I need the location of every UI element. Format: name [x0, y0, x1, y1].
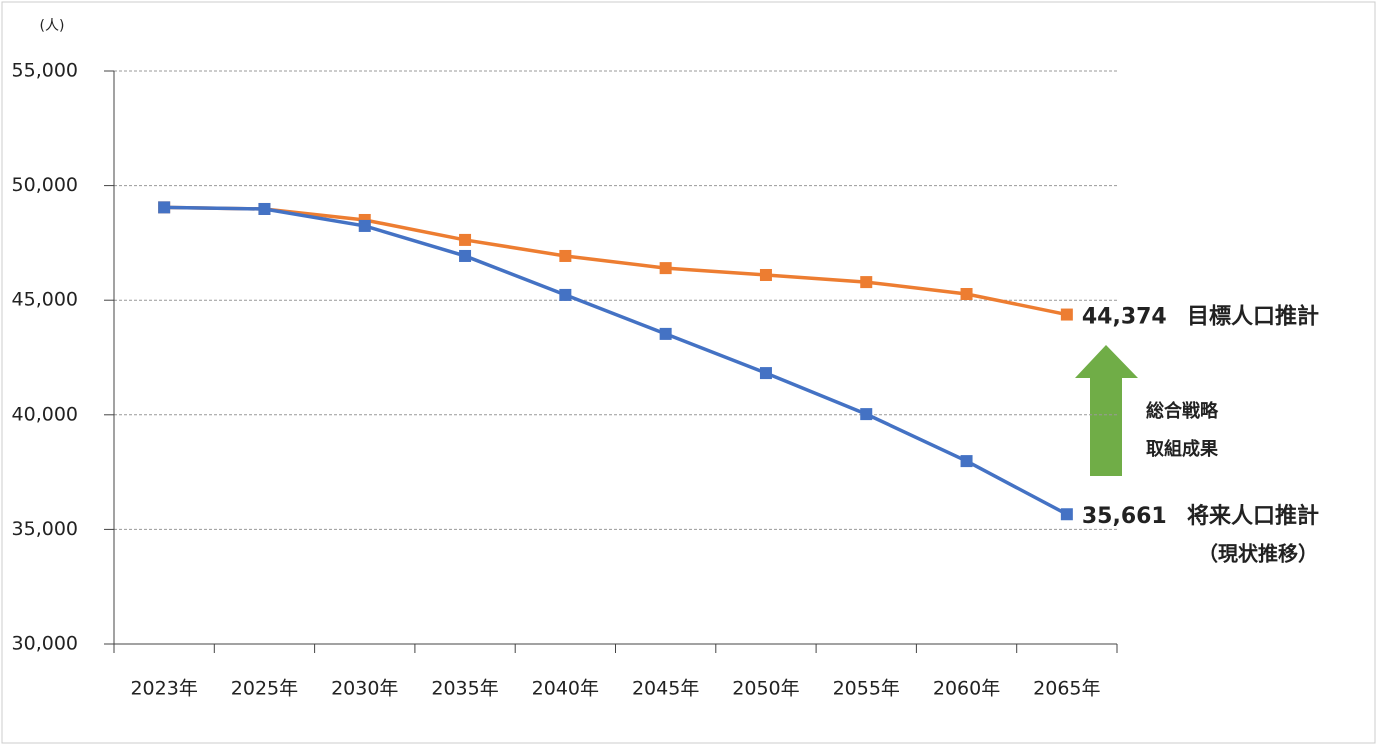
legend-note: （現状推移）	[1198, 542, 1318, 566]
marker	[258, 202, 271, 215]
marker	[358, 219, 371, 232]
marker	[1060, 508, 1073, 521]
y-tick-label: 45,000	[12, 289, 78, 311]
marker	[158, 201, 171, 214]
y-tick-label: 50,000	[12, 174, 78, 196]
x-tick-label: 2025年	[231, 678, 298, 700]
series-line	[164, 205, 1068, 516]
marker	[759, 268, 772, 281]
series-line	[164, 205, 1068, 317]
x-tick-label: 2050年	[732, 678, 799, 700]
marker	[459, 233, 472, 246]
x-tick-label: 2040年	[532, 678, 599, 700]
marker	[960, 288, 973, 301]
x-tick-label: 2030年	[331, 678, 398, 700]
marker	[759, 367, 772, 380]
marker	[459, 249, 472, 262]
annotation-text: 総合戦略	[1146, 400, 1219, 422]
marker	[860, 276, 873, 289]
y-tick-label: 40,000	[12, 403, 78, 425]
marker	[860, 408, 873, 421]
x-tick-label: 2035年	[431, 678, 498, 700]
x-tick-label: 2023年	[130, 678, 197, 700]
annotation-arrow	[1075, 345, 1138, 476]
legend-label: 将来人口推計	[1187, 503, 1319, 529]
value-label: 44,374	[1082, 305, 1167, 330]
x-tick-label: 2055年	[833, 678, 900, 700]
y-tick-label: 35,000	[12, 518, 78, 540]
y-tick-label: 55,000	[12, 60, 78, 82]
y-tick-label: 30,000	[12, 633, 78, 655]
marker	[559, 288, 572, 301]
y-unit: (人)	[40, 18, 65, 34]
x-tick-label: 2045年	[632, 678, 699, 700]
x-tick-label: 2060年	[933, 678, 1000, 700]
marker	[559, 249, 572, 262]
marker	[1060, 308, 1073, 321]
legend-label: 目標人口推計	[1187, 304, 1319, 330]
annotation-text: 取組成果	[1146, 438, 1219, 460]
x-tick-label: 2065年	[1033, 678, 1100, 700]
value-label: 35,661	[1082, 504, 1167, 529]
marker	[659, 262, 672, 275]
marker	[960, 455, 973, 468]
marker	[659, 327, 672, 340]
